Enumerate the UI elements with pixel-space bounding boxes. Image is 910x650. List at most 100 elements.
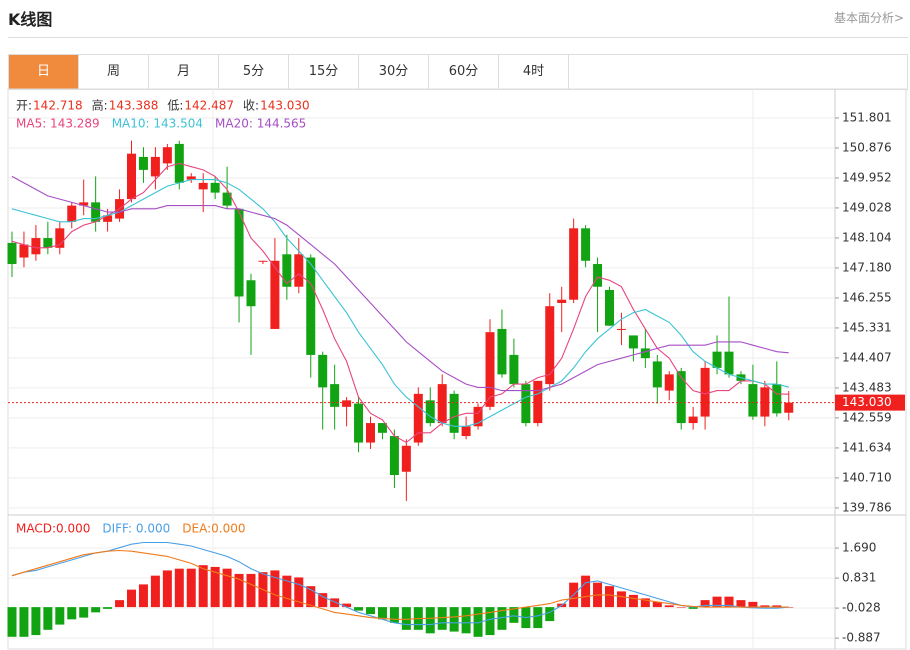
info-value: 142.718 — [33, 99, 83, 113]
macd-bar — [366, 607, 375, 615]
tab[interactable]: 周 — [79, 55, 149, 89]
candle-body — [557, 299, 567, 303]
macd-bar — [557, 603, 567, 608]
macd-bar — [413, 607, 423, 630]
tab[interactable]: 日 — [9, 55, 79, 89]
info-label: 开: — [16, 99, 32, 113]
candle-body — [676, 371, 686, 424]
tab[interactable]: 月 — [149, 55, 219, 89]
macd-bar — [497, 607, 507, 630]
macd-bar — [772, 605, 782, 608]
info-label: 高: — [92, 98, 108, 113]
macd-bar — [79, 607, 89, 618]
macd-bar — [19, 607, 29, 637]
macd-bar — [748, 601, 758, 608]
macd-bar — [712, 596, 722, 608]
y-tick-label: 149.028 — [842, 200, 892, 214]
candle-body — [127, 153, 136, 200]
candle-body — [67, 205, 77, 222]
macd-bar — [354, 607, 364, 611]
candle-body — [533, 380, 543, 424]
macd-bar — [67, 607, 77, 620]
candle-body — [628, 335, 638, 349]
fundamental-link[interactable]: 基本面分析> — [833, 11, 904, 25]
candle-body — [282, 254, 292, 287]
candle-body — [318, 354, 328, 388]
macd-bar — [270, 570, 280, 608]
macd-bar — [198, 565, 208, 608]
macd-bar — [31, 607, 41, 636]
candle-body — [79, 202, 89, 206]
candle-body — [258, 260, 268, 262]
tab[interactable]: 5分 — [219, 55, 289, 89]
info-label: 低: — [167, 99, 183, 113]
info-value: 142.487 — [184, 99, 234, 113]
candle-body — [497, 328, 507, 375]
candle-body — [688, 416, 698, 424]
candle-body — [485, 332, 495, 407]
macd-bar — [138, 584, 148, 608]
macd-bar — [150, 575, 160, 608]
candle-body — [389, 436, 399, 475]
tab[interactable]: 60分 — [429, 55, 499, 89]
macd-bar — [389, 607, 399, 623]
price-tag — [835, 394, 905, 411]
macd-bar — [162, 570, 172, 608]
divider — [8, 37, 908, 38]
macd-bar — [43, 607, 53, 630]
candle-body — [174, 143, 184, 183]
chart-frame — [7, 88, 907, 650]
macd-line — [11, 549, 789, 620]
candle-body — [401, 445, 411, 472]
y-tick-label: 148.104 — [842, 230, 892, 244]
legend-entry: MA5: 143.289 — [16, 117, 100, 131]
y-tick-label: 0.831 — [842, 571, 876, 585]
macd-bar — [330, 598, 340, 608]
ma-line — [11, 175, 789, 392]
macd-bar — [521, 607, 531, 629]
candle-body — [521, 384, 531, 424]
macd-bar — [652, 601, 662, 608]
candle-body — [354, 403, 364, 443]
ma-line — [11, 162, 789, 444]
candle-body — [616, 328, 626, 330]
macd-bar — [581, 575, 591, 608]
macd-bar — [7, 607, 17, 637]
macd-bar — [425, 607, 435, 634]
candle-body — [19, 244, 29, 258]
macd-bar — [127, 589, 136, 608]
macd-bar — [509, 607, 519, 623]
macd-bar — [736, 600, 746, 608]
candle-body — [43, 238, 53, 248]
candle-body — [772, 384, 782, 414]
candle-body — [509, 354, 519, 385]
candle-body — [138, 156, 148, 170]
candle-body — [605, 289, 614, 326]
macd-bar — [174, 568, 184, 608]
macd-bar — [342, 603, 352, 608]
y-tick-label: 143.483 — [842, 380, 892, 394]
macd-bar — [437, 607, 447, 630]
title: K线图 — [8, 10, 53, 29]
candle-body — [246, 280, 256, 307]
candle-body — [461, 426, 471, 437]
tab[interactable]: 30分 — [359, 55, 429, 89]
macd-bar — [294, 577, 304, 608]
legend-entry: DIFF: 0.000 — [102, 522, 170, 536]
macd-bar — [605, 586, 614, 608]
tab[interactable]: 15分 — [289, 55, 359, 89]
tab[interactable]: 4时 — [499, 55, 569, 89]
info-value: 143.388 — [109, 99, 159, 113]
candle-body — [115, 199, 125, 219]
macd-bar — [91, 607, 101, 613]
macd-bar — [55, 607, 65, 625]
macd-bar — [688, 607, 698, 609]
macd-bar — [545, 607, 555, 622]
candle-body — [342, 400, 352, 407]
y-tick-label: 141.634 — [842, 440, 892, 454]
candle-body — [270, 260, 280, 329]
y-tick-label: 147.180 — [842, 260, 892, 274]
macd-bar — [485, 607, 495, 636]
